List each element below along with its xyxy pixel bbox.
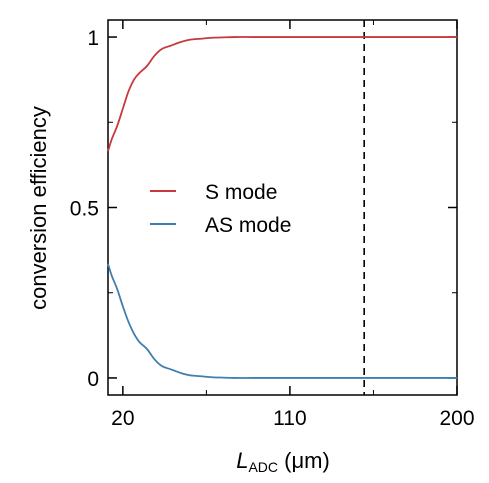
x-tick-label-110: 110 bbox=[273, 407, 306, 430]
y-axis-label: conversion efficiency bbox=[26, 106, 51, 310]
x-tick-label-200: 200 bbox=[439, 407, 474, 430]
x-axis-label: LADC (μm) bbox=[236, 448, 330, 475]
x-axis-label-main: L bbox=[236, 448, 248, 473]
y-tick-label-1: 1 bbox=[87, 27, 99, 50]
legend-label-s-mode: S mode bbox=[205, 181, 277, 204]
plot-frame bbox=[107, 19, 458, 396]
x-tick-label-20: 20 bbox=[111, 407, 134, 430]
y-tick-label-0-5: 0.5 bbox=[70, 198, 99, 221]
legend: S mode AS mode bbox=[150, 181, 291, 237]
x-axis-label-sub: ADC bbox=[248, 459, 278, 475]
series-layer bbox=[107, 36, 457, 379]
series-line-as-mode bbox=[107, 263, 457, 379]
x-axis-label-unit: (μm) bbox=[278, 448, 330, 473]
legend-label-as-mode: AS mode bbox=[205, 214, 291, 237]
y-tick-label-0: 0 bbox=[87, 368, 99, 391]
series-line-s-mode bbox=[107, 36, 457, 152]
